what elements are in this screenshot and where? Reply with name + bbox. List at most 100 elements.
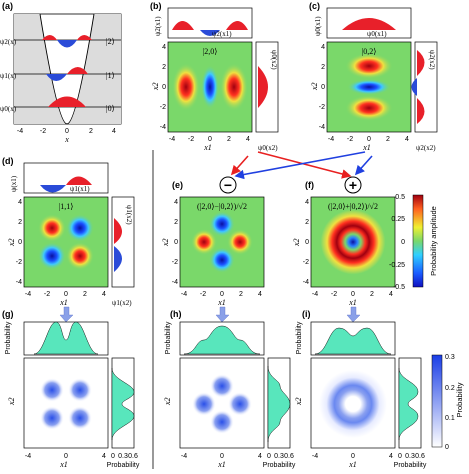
- svg-text:-0.5: -0.5: [393, 284, 405, 291]
- svg-text:-2: -2: [44, 291, 50, 298]
- panel-b-top-fn: ψ2(x1): [212, 30, 232, 38]
- svg-text:x2: x2: [7, 397, 16, 406]
- svg-text:0: 0: [351, 453, 355, 460]
- svg-text:4: 4: [18, 199, 22, 206]
- svg-text:-2: -2: [303, 259, 309, 266]
- svg-text:x2: x2: [161, 238, 170, 247]
- panel-d-side-axis: ψ1(x2): [112, 299, 132, 307]
- panel-b: ψ2(x1) ψ2(x1) |2,0⟩ x2 x1 -4 -2 0 2 4 4 …: [151, 7, 279, 152]
- svg-text:2: 2: [174, 219, 178, 226]
- svg-text:-2: -2: [200, 291, 206, 298]
- svg-text:x1: x1: [217, 298, 226, 307]
- svg-text:2: 2: [83, 291, 87, 298]
- svg-text:4: 4: [174, 199, 178, 206]
- down-arrows: [59, 306, 361, 323]
- panel-b-ylabel: x2: [151, 82, 160, 91]
- svg-text:-4: -4: [169, 136, 175, 143]
- panel-b-top-axis: ψ2(x1): [154, 16, 162, 36]
- ket-0: |0⟩: [106, 104, 115, 113]
- svg-text:0.6: 0.6: [128, 453, 138, 460]
- svg-text:0.25: 0.25: [391, 216, 405, 223]
- panel-a-label: (a): [2, 1, 13, 11]
- panel-c-ket: |0,2⟩: [362, 47, 377, 56]
- svg-text:4: 4: [305, 199, 309, 206]
- svg-text:0.6: 0.6: [284, 453, 294, 460]
- svg-text:0: 0: [220, 453, 224, 460]
- panel-d-top-fn: ψ1(x1): [70, 185, 90, 193]
- svg-text:0: 0: [208, 136, 212, 143]
- svg-text:-4: -4: [25, 291, 31, 298]
- svg-text:4: 4: [405, 136, 409, 143]
- panel-d-label: (d): [2, 156, 14, 166]
- svg-text:2: 2: [386, 136, 390, 143]
- svg-text:-0.25: -0.25: [389, 262, 405, 269]
- svg-text:2: 2: [239, 291, 243, 298]
- svg-text:0.5: 0.5: [395, 194, 405, 201]
- svg-text:4: 4: [246, 136, 250, 143]
- panel-b-side-fn: ψ0(x2): [270, 50, 278, 70]
- panel-f: (|2,0⟩+|0,2⟩)/√2 x2 x1 -4 -2 0 2 4 4 2 0…: [292, 196, 396, 307]
- svg-text:2: 2: [305, 219, 309, 226]
- tick-a-x1: -2: [40, 128, 46, 135]
- svg-text:x2: x2: [7, 238, 16, 247]
- svg-text:0.3: 0.3: [274, 453, 284, 460]
- potential-shade: [14, 14, 121, 124]
- panel-h-label: (h): [170, 309, 182, 319]
- svg-text:0: 0: [305, 239, 309, 246]
- panel-d-map: [23, 196, 109, 288]
- svg-text:-4: -4: [160, 124, 166, 131]
- svg-text:0: 0: [321, 84, 325, 91]
- combination-arrows: − +: [219, 151, 373, 194]
- svg-text:0: 0: [64, 453, 68, 460]
- svg-text:-2: -2: [188, 136, 194, 143]
- prob-colorbar-title: Probability: [455, 382, 464, 417]
- svg-text:0: 0: [174, 239, 178, 246]
- svg-text:4: 4: [389, 291, 393, 298]
- svg-text:-2: -2: [347, 136, 353, 143]
- svg-text:x1: x1: [59, 298, 68, 307]
- svg-text:x2: x2: [163, 397, 172, 406]
- amplitude-colorbar: 0.5 0.25 0 -0.25 -0.5 Probability amplit…: [389, 194, 438, 291]
- probability-colorbar: 0.3 0.2 0.1 0 Probability: [431, 354, 464, 451]
- svg-text:x2: x2: [294, 397, 303, 406]
- svg-text:-4: -4: [16, 279, 22, 286]
- minus-operator: −: [224, 177, 232, 193]
- panel-d: ψ1(x1) ψ(x1) |1,1⟩ x2 x1 -4 -2 0 2 4 4 2…: [7, 162, 135, 307]
- svg-text:0.2: 0.2: [445, 385, 455, 392]
- panel-c-label: (c): [309, 1, 320, 11]
- psi2-label: ψ2(x): [0, 38, 17, 46]
- svg-text:x1: x1: [59, 460, 68, 469]
- panel-b-ket: |2,0⟩: [203, 47, 218, 56]
- svg-text:0.3: 0.3: [405, 453, 415, 460]
- svg-text:x1: x1: [348, 298, 357, 307]
- panel-c-top-axis: ψ0(x1): [314, 16, 322, 36]
- svg-text:2: 2: [18, 219, 22, 226]
- svg-text:x1: x1: [217, 460, 226, 469]
- svg-text:0: 0: [398, 453, 402, 460]
- panel-a-xlabel: x: [64, 135, 69, 144]
- svg-text:0: 0: [162, 84, 166, 91]
- svg-text:x2: x2: [310, 82, 319, 91]
- svg-text:-4: -4: [181, 453, 187, 460]
- svg-text:4: 4: [162, 44, 166, 51]
- panel-c: ψ0(x1) ψ0(x1) |0,2⟩ x2 x1 -4 -2 0 2 4 4 …: [310, 7, 438, 152]
- tick-a-x3: 2: [89, 128, 93, 135]
- svg-text:Probability: Probability: [394, 462, 427, 469]
- svg-text:0: 0: [18, 239, 22, 246]
- svg-text:x1: x1: [348, 460, 357, 469]
- panel-e: (|2,0⟩−|0,2⟩)/√2 x2 x1 -4 -2 0 2 4 4 2 0…: [161, 196, 265, 307]
- panel-d-ket: |1,1⟩: [59, 202, 74, 211]
- panel-b-label: (b): [150, 1, 162, 11]
- psi0-label: ψ0(x): [0, 105, 17, 113]
- svg-text:2: 2: [162, 64, 166, 71]
- panel-i: Probability x2 x1 -4 0 4 0 0.3 0.6 Proba…: [294, 321, 427, 469]
- svg-text:4: 4: [321, 44, 325, 51]
- svg-text:Probability: Probability: [263, 462, 296, 469]
- tick-a-x2: 0: [65, 128, 69, 135]
- svg-text:0.3: 0.3: [445, 354, 455, 361]
- svg-text:4: 4: [258, 453, 262, 460]
- panel-g-map: [23, 357, 109, 449]
- svg-text:4: 4: [389, 453, 393, 460]
- svg-text:Probability: Probability: [165, 321, 172, 354]
